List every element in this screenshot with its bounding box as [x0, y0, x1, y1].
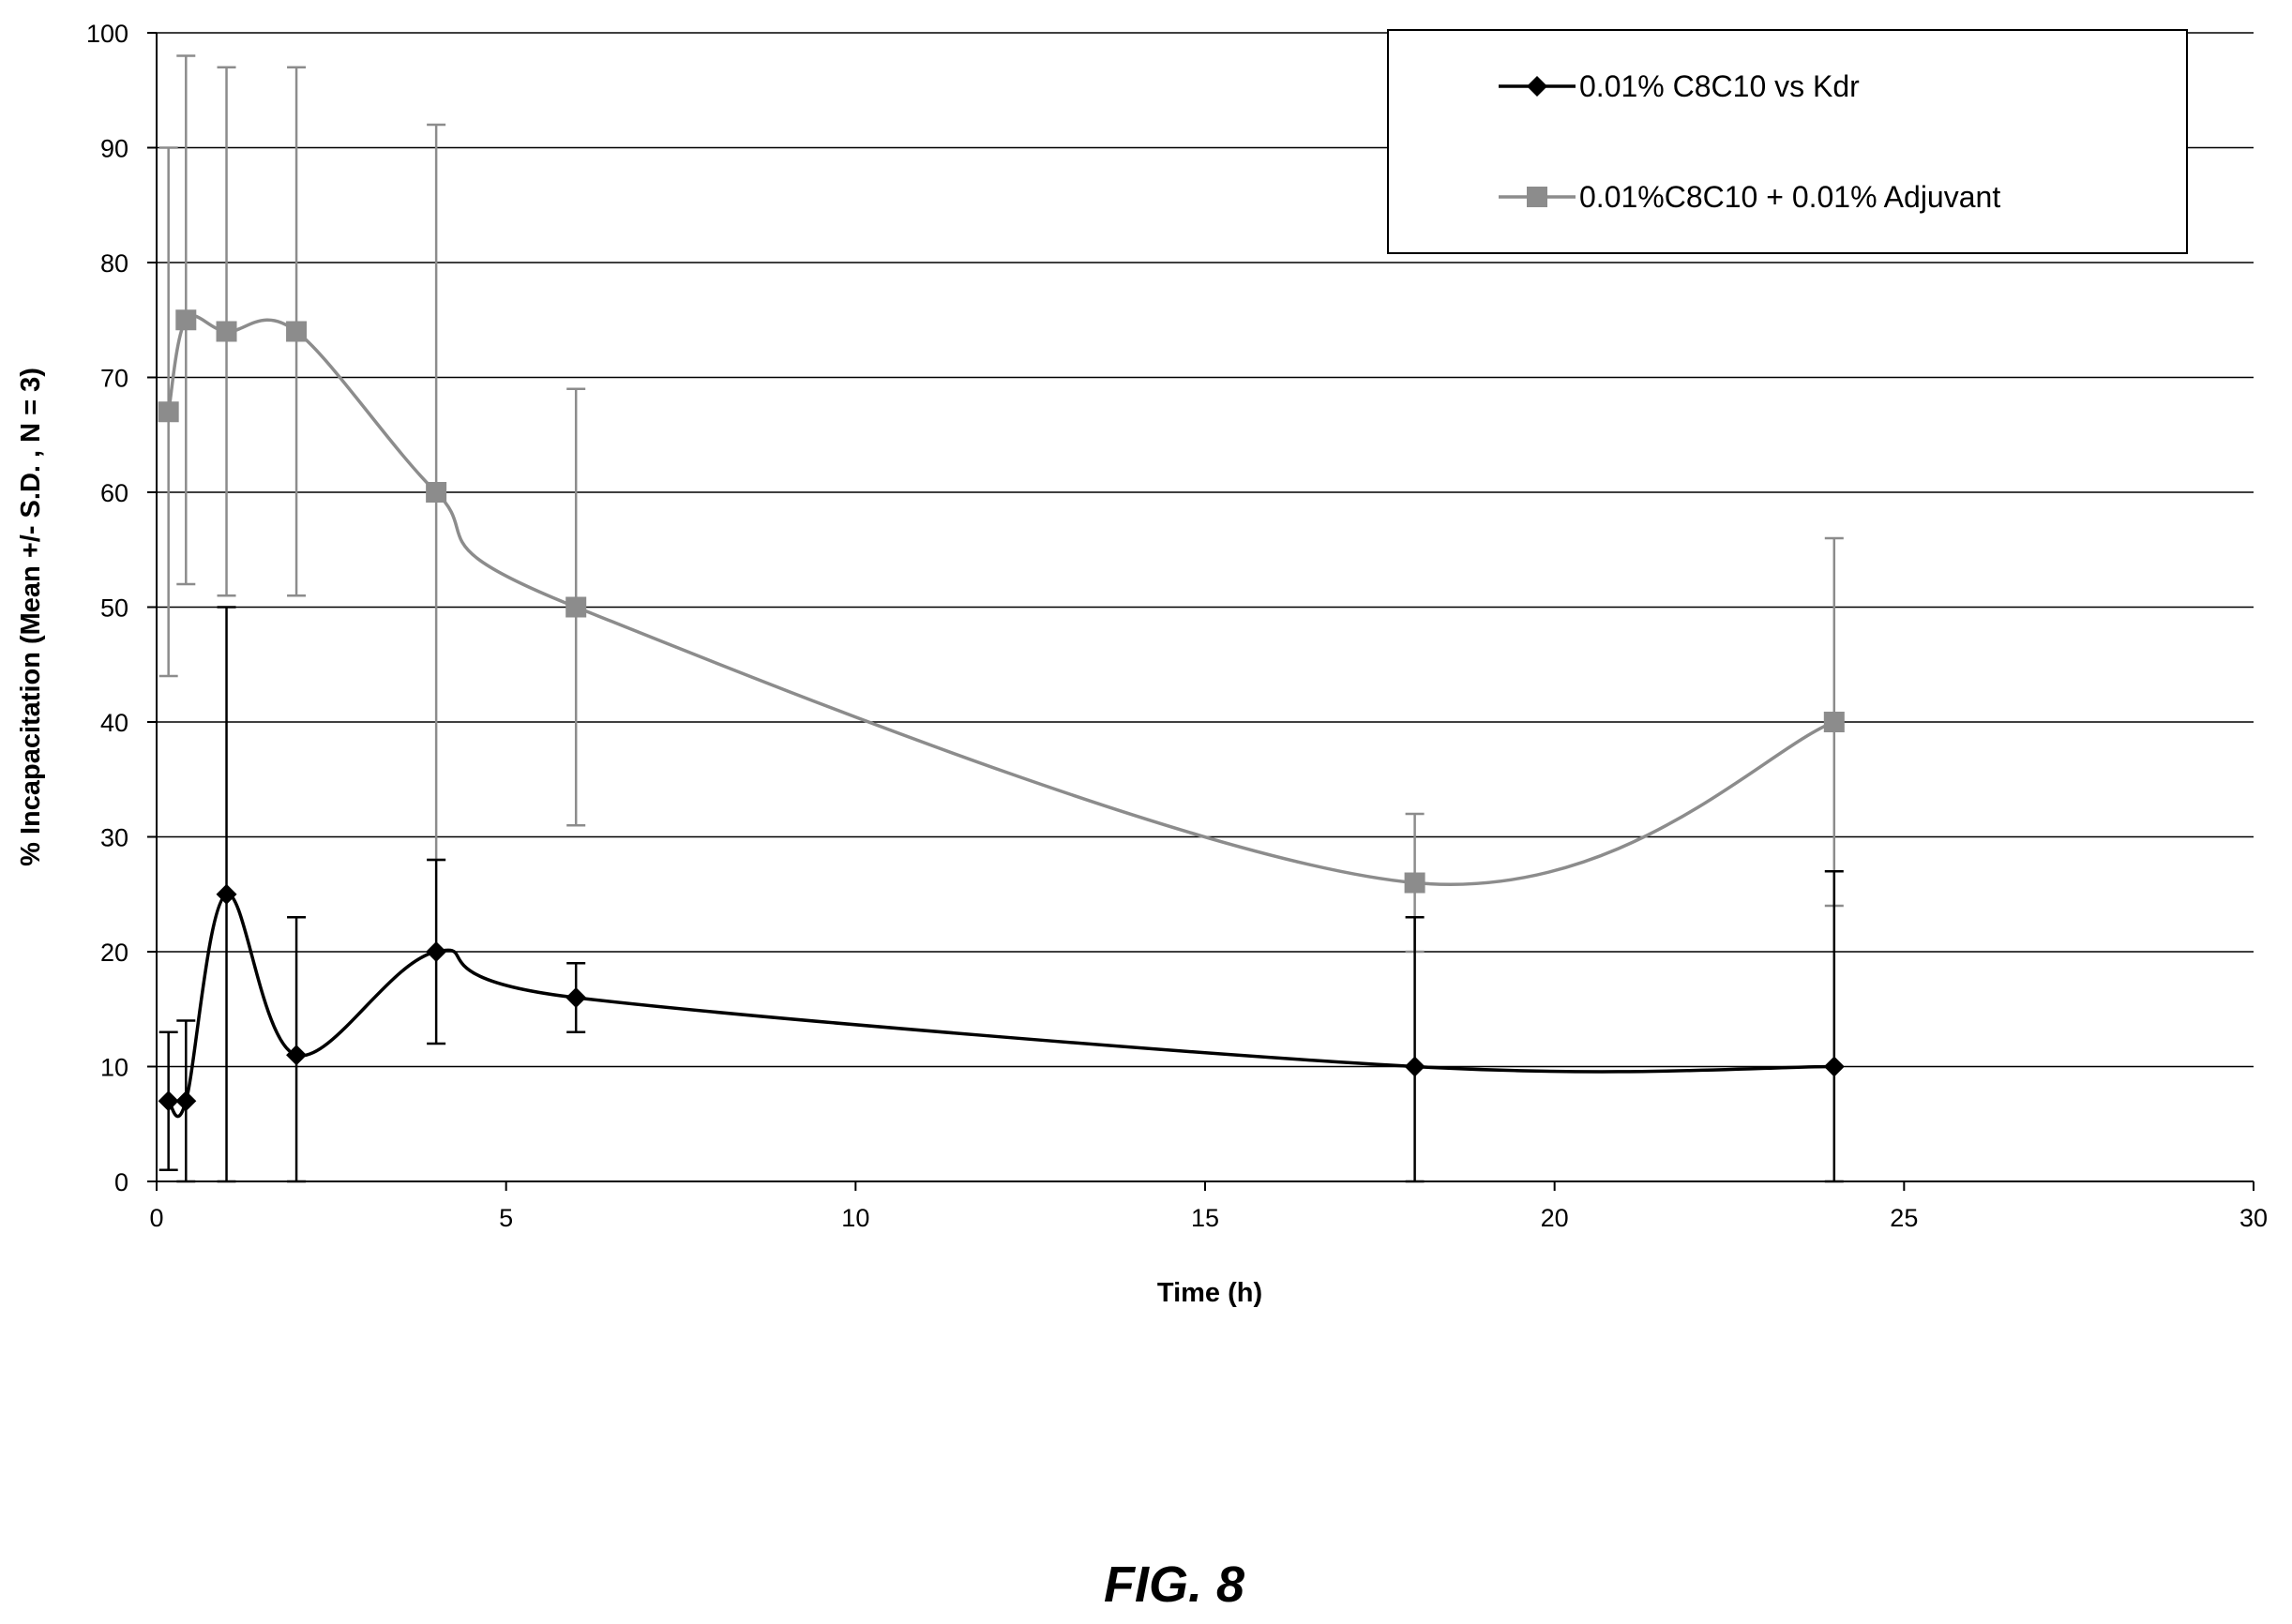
y-tick-label-4: 40 [100, 709, 128, 737]
series-1-point-0 [158, 401, 179, 423]
y-tick-label-6: 60 [100, 479, 128, 507]
series-0-errorbar-7 [1824, 870, 1844, 1183]
y-tick-label-10: 100 [86, 20, 128, 48]
legend-label-0: 0.01% C8C10 vs Kdr [1579, 69, 1860, 103]
series-1-point-2 [216, 321, 237, 342]
x-tick-label-3: 15 [1191, 1204, 1219, 1232]
x-tick-label-1: 5 [499, 1204, 513, 1232]
y-tick-label-9: 90 [100, 135, 128, 163]
y-tick-label-1: 10 [100, 1054, 128, 1082]
x-tick-label-6: 30 [2239, 1204, 2268, 1232]
legend-label-1: 0.01%C8C10 + 0.01% Adjuvant [1579, 180, 2000, 214]
x-axis-label: Time (h) [1157, 1278, 1262, 1308]
series-layer [158, 54, 1845, 1183]
legend-entry-1: 0.01%C8C10 + 0.01% Adjuvant [1499, 180, 2000, 214]
series-0-point-3 [286, 1045, 308, 1066]
y-tick-label-0: 0 [114, 1168, 128, 1196]
figure-caption: FIG. 8 [1104, 1556, 1244, 1613]
series-0-point-4 [426, 941, 447, 962]
legend: 0.01% C8C10 vs Kdr 0.01%C8C10 + 0.01% Adj… [1387, 29, 2188, 254]
y-tick-label-7: 70 [100, 365, 128, 393]
y-tick-label-5: 50 [100, 594, 128, 623]
x-axis-ticks: 0 5 10 15 20 25 30 [149, 1181, 2268, 1232]
x-tick-label-2: 10 [841, 1204, 869, 1232]
series-0-errorbar-6 [1405, 916, 1425, 1183]
legend-entry-0: 0.01% C8C10 vs Kdr [1499, 69, 1860, 103]
y-axis-label: % Incapacitation (Mean +/- S.D. , N = 3) [16, 368, 46, 866]
series-1 [158, 54, 1845, 954]
series-0-point-1 [175, 1090, 197, 1112]
series-1-point-4 [426, 482, 447, 503]
legend-box [1387, 29, 2188, 254]
series-1-point-1 [175, 309, 197, 331]
x-tick-label-5: 25 [1890, 1204, 1918, 1232]
series-0-point-5 [565, 987, 587, 1008]
y-tick-label-2: 20 [100, 939, 128, 967]
series-0 [158, 606, 1845, 1183]
series-0-point-6 [1404, 1056, 1425, 1077]
series-0-point-2 [216, 883, 237, 905]
series-1-point-3 [286, 321, 308, 342]
series-1-point-7 [1823, 712, 1845, 732]
x-tick-label-0: 0 [149, 1204, 163, 1232]
series-0-point-0 [158, 1090, 179, 1112]
y-axis-ticks: 0 10 20 30 40 50 60 70 80 90 100 [86, 20, 157, 1196]
series-1-point-6 [1404, 872, 1425, 894]
series-0-point-7 [1823, 1056, 1845, 1077]
x-tick-label-4: 20 [1541, 1204, 1569, 1232]
series-1-point-5 [565, 596, 587, 618]
legend-marker-0 [1527, 76, 1547, 97]
legend-marker-1 [1527, 187, 1547, 207]
y-tick-label-8: 80 [100, 249, 128, 278]
legend-entries: 0.01% C8C10 vs Kdr 0.01%C8C10 + 0.01% Adj… [1499, 69, 2000, 214]
y-tick-label-3: 30 [100, 824, 128, 852]
